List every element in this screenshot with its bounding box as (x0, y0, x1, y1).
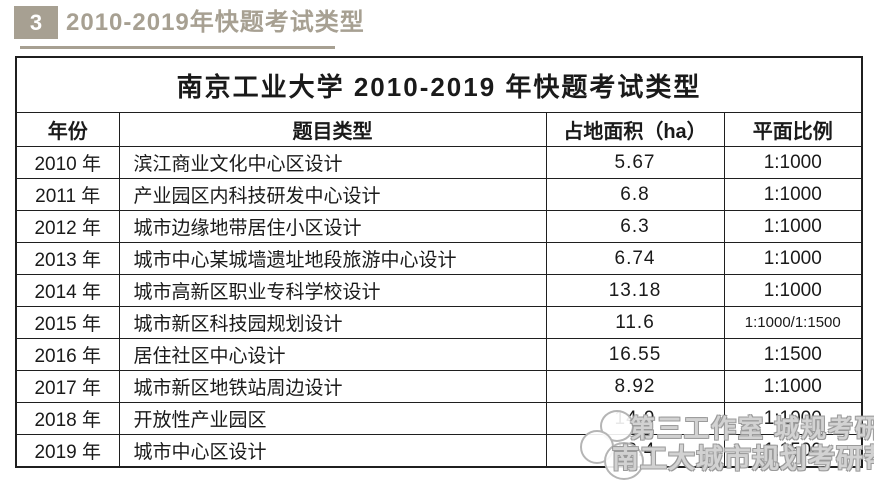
year-cell: 2019 年 (15, 434, 120, 468)
topic-cell: 城市中心区设计 (118, 434, 547, 468)
ratio-cell: 1:1000 (723, 242, 863, 275)
topic-cell: 滨江商业文化中心区设计 (118, 146, 547, 179)
section-title: 2010-2019年快题考试类型 (66, 9, 365, 36)
table-row: 2011 年 产业园区内科技研发中心设计 6.8 1:1000 (15, 178, 863, 211)
year-cell: 2013 年 (15, 242, 120, 275)
year-cell: 2018 年 (15, 402, 120, 435)
year-cell: 2012 年 (15, 210, 120, 243)
title-underline (20, 46, 335, 49)
area-cell: 8.92 (545, 370, 725, 403)
topic-cell: 产业园区内科技研发中心设计 (118, 178, 547, 211)
topic-cell: 居住社区中心设计 (118, 338, 547, 371)
ratio-cell: 1:1500 (723, 338, 863, 371)
ratio-cell: 1:1000/1:1500 (723, 306, 863, 339)
ratio-cell: 1:1000 (723, 274, 863, 307)
column-header-year: 年份 (15, 112, 120, 147)
area-cell: 13.18 (545, 274, 725, 307)
table-row: 2013 年 城市中心某城墙遗址地段旅游中心设计 6.74 1:1000 (15, 242, 863, 275)
column-header-topic: 题目类型 (118, 112, 547, 147)
year-cell: 2017 年 (15, 370, 120, 403)
watermark-logo-eye (624, 454, 627, 457)
ratio-cell: 1:1500 (723, 434, 863, 468)
table-header-row: 年份 题目类型 占地面积（ha） 平面比例 (15, 112, 863, 147)
year-cell: 2015 年 (15, 306, 120, 339)
table-body: 2010 年 滨江商业文化中心区设计 5.67 1:1000 2011 年 产业… (15, 146, 863, 468)
table-row: 2017 年 城市新区地铁站周边设计 8.92 1:1000 (15, 370, 863, 403)
watermark-text-line2: 南工大城市规划考研帮 (612, 444, 874, 474)
ratio-cell: 1:1000 (723, 178, 863, 211)
table-title: 南京工业大学 2010-2019 年快题考试类型 (15, 56, 863, 113)
area-cell: 5.67 (545, 146, 725, 179)
table-row: 2014 年 城市高新区职业专科学校设计 13.18 1:1000 (15, 274, 863, 307)
watermark-logo (578, 408, 656, 484)
watermark-logo-eye (614, 454, 617, 457)
topic-cell: 开放性产业园区 (118, 402, 547, 435)
watermark-text-line1: 第三工作室 城规考研 (630, 415, 874, 443)
area-cell: 14.9 (545, 402, 725, 435)
topic-cell: 城市新区科技园规划设计 (118, 306, 547, 339)
section-number-badge: 3 (14, 6, 58, 39)
topic-cell: 城市边缘地带居住小区设计 (118, 210, 547, 243)
exam-type-table: 南京工业大学 2010-2019 年快题考试类型 年份 题目类型 占地面积（ha… (15, 56, 864, 468)
year-cell: 2014 年 (15, 274, 120, 307)
ratio-cell: 1:1000 (723, 402, 863, 435)
table-row: 2018 年 开放性产业园区 14.9 1:1000 (15, 402, 863, 435)
table-title-row: 南京工业大学 2010-2019 年快题考试类型 (15, 56, 863, 113)
table-row: 2016 年 居住社区中心设计 16.55 1:1500 (15, 338, 863, 371)
area-cell: 16.55 (545, 338, 725, 371)
table-row: 2012 年 城市边缘地带居住小区设计 6.3 1:1000 (15, 210, 863, 243)
topic-cell: 城市中心某城墙遗址地段旅游中心设计 (118, 242, 547, 275)
column-header-scale: 平面比例 (723, 112, 863, 147)
table-row: 2010 年 滨江商业文化中心区设计 5.67 1:1000 (15, 146, 863, 179)
topic-cell: 城市高新区职业专科学校设计 (118, 274, 547, 307)
ratio-cell: 1:1000 (723, 146, 863, 179)
ratio-cell: 1:1000 (723, 370, 863, 403)
ratio-cell: 1:1000 (723, 210, 863, 243)
column-header-area: 占地面积（ha） (545, 112, 725, 147)
area-cell: 11.6 (545, 306, 725, 339)
topic-cell: 城市新区地铁站周边设计 (118, 370, 547, 403)
watermark-logo-blob (604, 442, 644, 480)
year-cell: 2011 年 (15, 178, 120, 211)
area-cell: 6.8 (545, 178, 725, 211)
table-row: 2015 年 城市新区科技园规划设计 11.6 1:1000/1:1500 (15, 306, 863, 339)
area-cell: 6.3 (545, 210, 725, 243)
year-cell: 2010 年 (15, 146, 120, 179)
year-cell: 2016 年 (15, 338, 120, 371)
area-cell: 6.74 (545, 242, 725, 275)
